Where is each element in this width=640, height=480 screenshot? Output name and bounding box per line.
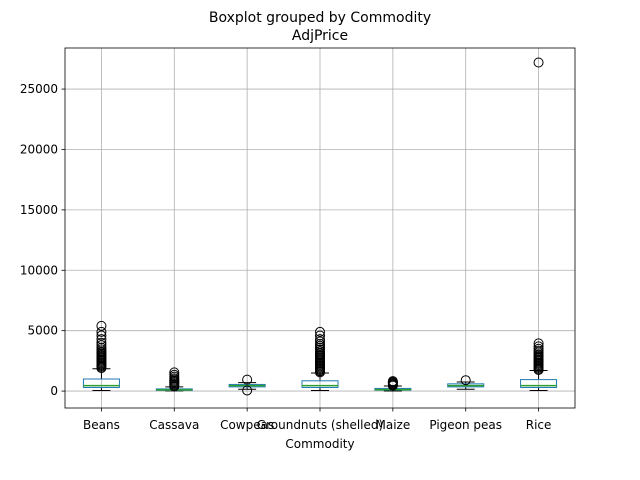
outlier-point (169, 369, 180, 380)
outlier-point (242, 385, 253, 396)
outlier-point (96, 342, 107, 353)
outlier-point (387, 376, 398, 387)
outlier-point (315, 330, 325, 341)
chart-title: Boxplot grouped by Commodity (209, 10, 431, 26)
y-tick-label: 25000 (20, 82, 58, 96)
x-axis-label: Commodity (285, 437, 354, 451)
outlier-point (96, 320, 107, 331)
x-tick-label: Cowpeas (220, 418, 274, 432)
outlier-point (315, 326, 325, 337)
outlier-point (96, 337, 107, 348)
outlier-point (96, 330, 107, 341)
y-tick-label: 10000 (20, 263, 58, 277)
y-tick-label: 20000 (20, 142, 58, 156)
outlier-point (533, 341, 544, 352)
y-tick-label: 5000 (27, 324, 58, 338)
x-tick-label: Maize (375, 418, 410, 432)
outlier-point (242, 374, 253, 385)
box-group (520, 57, 558, 391)
box-group (447, 375, 485, 390)
outlier-point (315, 334, 325, 345)
outlier-point (96, 340, 107, 351)
y-axis-ticks: 0 5000 10000 15000 20000 25000 (20, 82, 65, 398)
boxes (82, 57, 558, 396)
y-tick-label: 15000 (20, 203, 58, 217)
outlier-point (169, 367, 180, 378)
box-iqr (82, 378, 120, 388)
x-tick-label: Pigeon peas (429, 418, 502, 432)
x-tick-label: Rice (526, 418, 552, 432)
x-tick-label: Groundnuts (shelled) (257, 418, 383, 432)
outlier-point (315, 338, 325, 349)
outlier-point (460, 375, 471, 386)
outlier-point (315, 336, 325, 347)
outlier-point (96, 326, 107, 337)
box-group (155, 367, 193, 392)
y-tick-label: 0 (50, 384, 58, 398)
box-iqr (301, 380, 339, 388)
x-tick-label: Cassava (149, 418, 199, 432)
box-group (301, 326, 339, 391)
outlier-point (533, 57, 544, 68)
box-group (82, 320, 120, 391)
outlier-point (533, 343, 544, 354)
box-group (228, 374, 266, 396)
chart-subtitle: AdjPrice (292, 28, 348, 44)
x-tick-label: Beans (83, 418, 120, 432)
box-iqr (520, 379, 558, 388)
outlier-point (533, 338, 544, 349)
box-group (374, 376, 412, 392)
outlier-point (96, 334, 107, 345)
